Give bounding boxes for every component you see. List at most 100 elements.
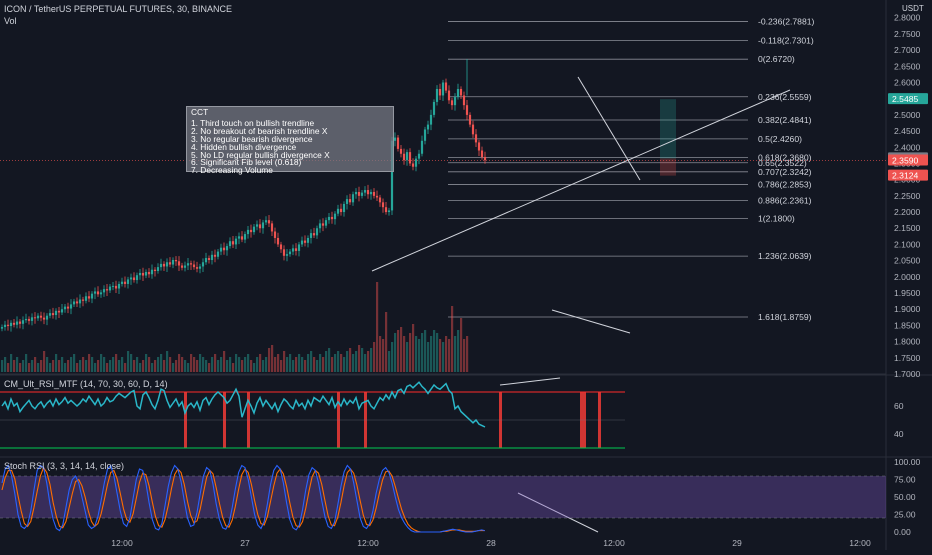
candle-body: [423, 129, 427, 141]
candle-body: [312, 233, 316, 236]
volume-bar: [202, 357, 205, 372]
volume-bar: [253, 363, 256, 372]
fib-level-label: 0.382(2.4841): [758, 115, 812, 125]
volume-bar: [448, 339, 451, 372]
volume-bar: [172, 363, 175, 372]
volume-bar: [379, 336, 382, 372]
candle-body: [156, 267, 160, 272]
candle-body: [447, 90, 451, 101]
volume-bar: [226, 360, 229, 372]
volume-bar: [220, 357, 223, 372]
candle-body: [480, 150, 484, 157]
price-axis-label: 2.8000: [894, 13, 921, 23]
volume-bar: [43, 351, 46, 372]
candle-body: [180, 265, 184, 268]
volume-bar: [103, 357, 106, 372]
price-axis-label: 1.8500: [894, 320, 921, 330]
volume-bar: [19, 363, 22, 372]
candle-body: [15, 321, 19, 325]
volume-bar: [205, 360, 208, 372]
volume-bar: [400, 327, 403, 372]
volume-bar: [154, 360, 157, 372]
currency-label: USDT: [902, 4, 924, 13]
stoch-axis-label: 100.00: [894, 457, 921, 467]
volume-bar: [40, 360, 43, 372]
candle-body: [189, 263, 193, 265]
candle-body: [183, 265, 187, 268]
stoch-axis-label: 50.00: [894, 492, 916, 502]
volume-bar: [52, 360, 55, 372]
candle-body: [465, 105, 469, 115]
candle-body: [21, 320, 25, 324]
candle-body: [60, 309, 64, 313]
price-axis-label: 1.7500: [894, 353, 921, 363]
volume-bar: [427, 342, 430, 372]
price-axis-label: 2.1000: [894, 239, 921, 249]
volume-bar: [49, 363, 52, 372]
price-axis-label: 2.4500: [894, 126, 921, 136]
volume-bar: [262, 360, 265, 372]
candle-body: [18, 321, 22, 324]
fib-level-label: 1.618(1.8759): [758, 312, 812, 322]
candle-body: [54, 310, 58, 316]
volume-bar: [187, 363, 190, 372]
volume-bar: [304, 360, 307, 372]
volume-bar: [424, 330, 427, 372]
candle-body: [408, 152, 412, 164]
volume-bar: [16, 357, 19, 372]
cct-line-7: 7. Decreasing Volume: [191, 165, 273, 176]
candle-body: [6, 324, 10, 327]
candle-body: [96, 291, 100, 295]
fib-level-label: 0.707(2.3242): [758, 167, 812, 177]
volume-bar: [451, 306, 454, 372]
candle-body: [396, 137, 400, 149]
volume-bar: [265, 357, 268, 372]
candle-body: [0, 327, 4, 329]
candle-body: [93, 291, 97, 294]
volume-bar: [175, 360, 178, 372]
volume-bar: [430, 336, 433, 372]
volume-bar: [163, 360, 166, 372]
candle-body: [369, 191, 373, 195]
candle-body: [207, 258, 211, 260]
candle-body: [258, 224, 262, 229]
volume-bar: [133, 360, 136, 372]
volume-bar: [457, 330, 460, 372]
volume-bar: [388, 351, 391, 372]
candle-body: [336, 208, 340, 214]
cct-line-2: 2. No breakout of bearish trendline X: [191, 125, 328, 136]
volume-bar: [193, 357, 196, 372]
candle-body: [240, 236, 244, 240]
candle-body: [255, 224, 259, 227]
price-axis-label: 2.7500: [894, 29, 921, 39]
candle-body: [324, 220, 328, 226]
volume-bar: [391, 342, 394, 372]
volume-bar: [25, 354, 28, 372]
volume-bar: [235, 354, 238, 372]
volume-bar: [313, 357, 316, 372]
candle-body: [249, 229, 253, 233]
price-axis-label: 2.5000: [894, 110, 921, 120]
cct-line-4: 4. Hidden bullish divergence: [191, 141, 297, 152]
volume-bar: [466, 336, 469, 372]
candle-body: [384, 207, 388, 213]
candle-body: [366, 190, 370, 195]
volume-bar: [97, 360, 100, 372]
price-badge-label: 2.3124: [892, 171, 919, 181]
candle-body: [264, 220, 268, 223]
volume-bar: [178, 354, 181, 372]
candle-body: [297, 244, 301, 251]
candle-body: [345, 199, 349, 204]
volume-bar: [298, 354, 301, 372]
candle-body: [327, 216, 331, 221]
candle-body: [216, 251, 220, 257]
candle-body: [78, 299, 82, 304]
candle-body: [372, 191, 376, 196]
volume-bar: [283, 351, 286, 372]
candle-body: [90, 293, 94, 299]
candle-body: [234, 238, 238, 245]
volume-bar: [130, 354, 133, 372]
volume-bar: [208, 363, 211, 372]
